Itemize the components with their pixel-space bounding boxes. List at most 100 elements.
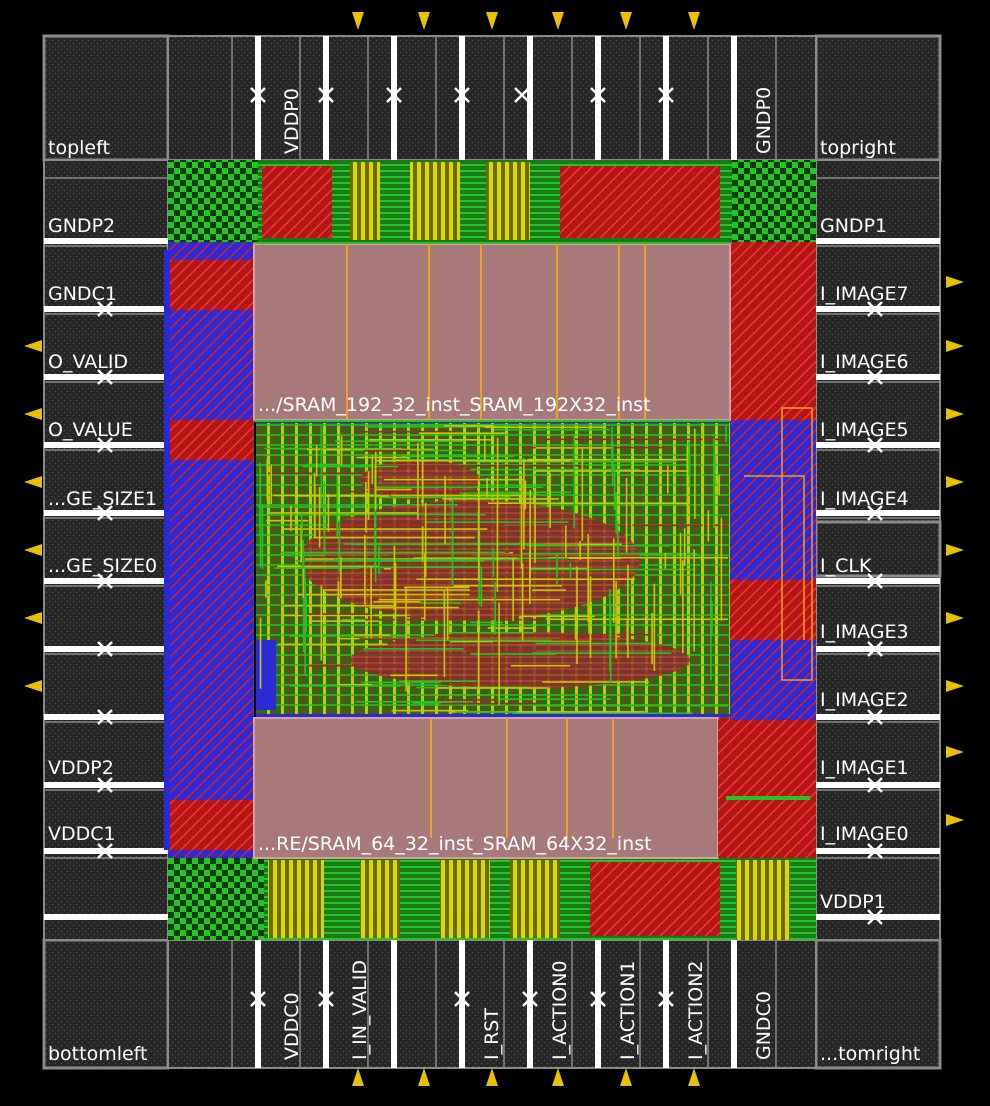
pin-marker-icon: [946, 814, 964, 826]
pin-marker-icon: [418, 12, 430, 30]
pin-cross-icon: [97, 437, 113, 453]
pad-label-right-10: VDDP1: [820, 891, 886, 913]
pad-label-right-2: I_IMAGE6: [820, 351, 909, 373]
pad-label-bottom-2: I_RST: [481, 1008, 503, 1060]
corner-pad-bottomright: [814, 938, 942, 1070]
corner-label-bottomright: ...tomright: [820, 1043, 920, 1065]
pad-label-left-6: VDDP2: [48, 757, 114, 779]
pin-cross-icon: [97, 641, 113, 657]
pin-cross-icon: [867, 437, 883, 453]
pad-label-left-4: ...GE_SIZE1: [48, 488, 157, 510]
corner-label-bottomleft: bottomleft: [48, 1043, 148, 1065]
pin-marker-icon: [24, 680, 42, 692]
pin-cross-icon: [867, 573, 883, 589]
pin-marker-icon: [946, 276, 964, 288]
pad-label-right-3: I_IMAGE5: [820, 419, 909, 441]
pad-label-right-1: I_IMAGE7: [820, 283, 909, 305]
pin-marker-icon: [620, 12, 632, 30]
pin-marker-icon: [24, 544, 42, 556]
corner-label-topleft: topleft: [48, 137, 110, 159]
pad-label-right-4: I_IMAGE4: [820, 488, 909, 510]
pad-label-bottom-5: I_ACTION2: [685, 961, 707, 1061]
pin-cross-icon: [867, 505, 883, 521]
pad-label-right-6: I_IMAGE3: [820, 621, 909, 643]
pin-cross-icon: [867, 843, 883, 859]
pin-marker-icon: [946, 340, 964, 352]
pin-cross-icon: [97, 709, 113, 725]
pin-marker-icon: [552, 12, 564, 30]
pad-label-right-7: I_IMAGE2: [820, 689, 909, 711]
corner-pad-topleft: [42, 34, 170, 162]
pin-cross-icon: [867, 909, 883, 925]
pin-marker-icon: [946, 544, 964, 556]
pin-marker-icon: [946, 746, 964, 758]
pin-cross-icon: [454, 991, 470, 1007]
pin-cross-icon: [250, 87, 266, 103]
pad-label-bottom-4: I_ACTION1: [617, 961, 639, 1061]
pin-marker-icon: [946, 476, 964, 488]
pin-cross-icon: [97, 777, 113, 793]
pad-label-left-5: ...GE_SIZE0: [48, 555, 157, 577]
pin-cross-icon: [97, 573, 113, 589]
pin-marker-icon: [552, 1068, 564, 1086]
pad-label-right-8: I_IMAGE1: [820, 757, 909, 779]
pad-label-bottom-0: VDDC0: [281, 992, 303, 1060]
pad-label-bottom-6: GNDC0: [753, 991, 775, 1060]
pin-marker-icon: [24, 476, 42, 488]
pin-marker-icon: [24, 612, 42, 624]
pad-label-left-2: O_VALID: [48, 351, 128, 373]
pin-cross-icon: [97, 843, 113, 859]
pad-label-left-0: GNDP2: [48, 215, 115, 237]
pad-label-left-1: GNDC1: [48, 283, 117, 305]
pin-marker-icon: [688, 12, 700, 30]
pin-marker-icon: [620, 1068, 632, 1086]
sram-macro-top-label: .../SRAM_192_32_inst_SRAM_192X32_inst: [258, 394, 651, 416]
pad-label-right-0: GNDP1: [820, 215, 887, 237]
pin-cross-icon: [867, 709, 883, 725]
sram-macro-bottom: [253, 717, 719, 859]
corner-pad-bottomleft: [42, 938, 170, 1070]
io-pin-markers: [24, 12, 964, 1086]
left-pad-strip: [43, 159, 169, 941]
pin-cross-icon: [590, 87, 606, 103]
pin-cross-icon: [386, 87, 402, 103]
pad-label-top-0: VDDP0: [281, 88, 303, 154]
core-area: .../SRAM_192_32_inst_SRAM_192X32_inst ..…: [164, 160, 816, 940]
pad-label-right-9: I_IMAGE0: [820, 823, 909, 845]
pin-marker-icon: [24, 340, 42, 352]
pin-cross-icon: [318, 991, 334, 1007]
pin-marker-icon: [418, 1068, 430, 1086]
pin-marker-icon: [946, 680, 964, 692]
pin-marker-icon: [946, 408, 964, 420]
pad-label-left-7: VDDC1: [48, 823, 116, 845]
pad-label-bottom-1: I_IN_VALID: [349, 960, 371, 1060]
pin-marker-icon: [24, 408, 42, 420]
corner-pad-topright: [814, 34, 942, 162]
top-pad-strip: [167, 35, 817, 161]
pad-label-right-5: I_CLK: [820, 555, 872, 577]
io-ring: [42, 34, 942, 1070]
pin-cross-icon: [97, 301, 113, 317]
pad-label-left-3: O_VALUE: [48, 419, 133, 441]
pin-cross-icon: [454, 87, 470, 103]
pin-cross-icon: [97, 505, 113, 521]
pin-marker-icon: [946, 612, 964, 624]
pin-cross-icon: [867, 777, 883, 793]
pin-cross-icon: [867, 369, 883, 385]
pin-cross-icon: [318, 87, 334, 103]
pin-cross-icon: [97, 369, 113, 385]
pin-marker-icon: [688, 1068, 700, 1086]
pin-cross-icon: [867, 641, 883, 657]
sram-macro-top: [253, 243, 731, 421]
pad-labels: topleft topright bottomleft ...tomright …: [48, 87, 920, 1065]
pin-cross-icon: [658, 87, 674, 103]
pin-cross-icon: [250, 991, 266, 1007]
pad-label-bottom-3: I_ACTION0: [549, 961, 571, 1061]
corner-label-topright: topright: [820, 137, 896, 159]
pin-marker-icon: [486, 12, 498, 30]
pin-marker-icon: [352, 1068, 364, 1086]
pin-cross-icon: [514, 87, 530, 103]
pin-cross-icon: [522, 991, 538, 1007]
pin-cross-icon: [867, 301, 883, 317]
